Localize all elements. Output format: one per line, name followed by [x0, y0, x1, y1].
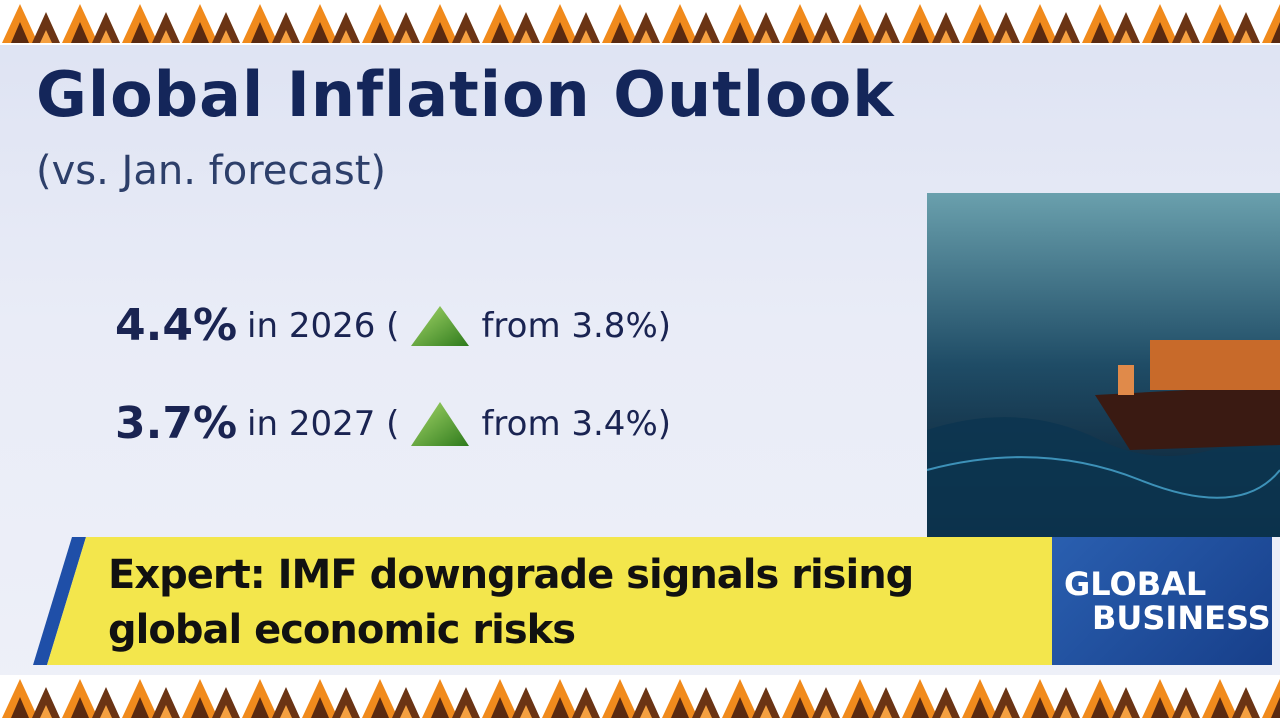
- headline: Expert: IMF downgrade signals rising: [108, 552, 914, 598]
- headline: global economic risks: [108, 607, 576, 653]
- logo-text: BUSINESS: [1092, 599, 1271, 637]
- stat-text: in 2027 (: [247, 403, 400, 444]
- up-arrow: [411, 401, 470, 446]
- stat-value: 3.7%: [115, 398, 238, 449]
- logo: GLOBAL BUSINESS: [1052, 537, 1272, 665]
- logo-text: GLOBAL: [1064, 565, 1207, 603]
- stat-row: 3.7% in 2027 ( from 3.4%): [115, 398, 671, 449]
- title: Global Inflation Outlook: [36, 58, 895, 131]
- subtitle: (vs. Jan. forecast): [36, 148, 386, 194]
- stat-text: in 2026 (: [247, 305, 400, 346]
- stat-change: from 3.8%): [481, 305, 672, 346]
- stat-change: from 3.4%): [481, 403, 672, 444]
- up-arrow: [411, 305, 470, 346]
- stat-value: 4.4%: [115, 300, 238, 351]
- stat-row: 4.4% in 2026 ( from 3.8%): [115, 300, 671, 351]
